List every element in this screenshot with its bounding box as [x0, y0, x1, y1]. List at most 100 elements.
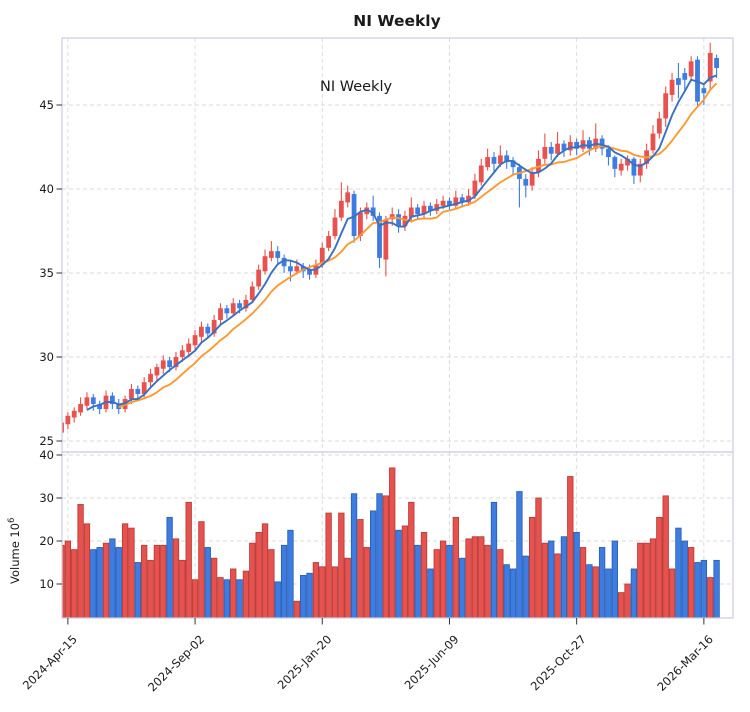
volume-bar — [102, 542, 110, 618]
candle-body — [256, 269, 262, 287]
volume-bar — [592, 566, 599, 618]
volume-axis-title-exponent: 6 — [7, 518, 17, 523]
volume-bar — [198, 521, 205, 618]
volume-bar — [535, 497, 542, 618]
volume-bar — [128, 527, 135, 618]
volume-tick-label: 10 — [39, 577, 54, 591]
date-tick-label: 2024-Apr-15 — [20, 632, 80, 692]
candle-body — [135, 388, 141, 394]
candle-body — [211, 320, 217, 334]
candle-body — [84, 397, 90, 406]
volume-bar — [344, 557, 351, 618]
volume-bar — [306, 572, 313, 618]
volume-bar — [280, 544, 288, 618]
volume-bar — [312, 562, 320, 618]
candle-body — [561, 143, 567, 151]
volume-bar — [147, 559, 154, 618]
candle-body — [485, 157, 491, 168]
candle-body — [510, 160, 516, 168]
volume-bar — [236, 579, 243, 618]
candle-body — [326, 236, 332, 248]
volume-bar — [395, 529, 402, 618]
candle-body — [78, 404, 83, 413]
candle-body — [332, 217, 338, 237]
volume-bar — [598, 547, 606, 618]
candle-body — [707, 52, 713, 82]
volume-bar — [573, 532, 580, 618]
volume-bar — [707, 577, 714, 618]
candle-body — [65, 415, 71, 425]
volume-bar — [439, 540, 447, 618]
volume-bar — [230, 568, 237, 618]
candle-body — [536, 158, 541, 173]
volume-bar — [77, 504, 84, 618]
volume-bar — [255, 532, 262, 618]
volume-bar — [509, 568, 517, 618]
candle-body — [453, 197, 459, 206]
date-tick-label: 2025-Oct-27 — [528, 632, 589, 693]
volume-bar — [191, 579, 199, 618]
volume-bar — [160, 544, 167, 618]
price-tick-label: 25 — [39, 434, 54, 448]
candle-body — [625, 158, 630, 166]
candle-body — [415, 207, 421, 215]
candle-body — [319, 247, 325, 265]
volume-bar — [293, 600, 300, 618]
candle-body — [141, 382, 147, 394]
candle-body — [555, 143, 560, 154]
candle-body — [370, 207, 376, 216]
gridlines — [62, 38, 733, 618]
volume-panel-frame — [61, 451, 734, 619]
candle-body — [523, 178, 529, 186]
volume-bar — [166, 516, 173, 618]
volume-bar — [350, 493, 358, 618]
candle-body — [599, 138, 605, 149]
price-tick-label: 30 — [39, 350, 54, 364]
volume-bar — [338, 512, 345, 618]
volume-bar — [319, 566, 326, 618]
candle-body — [224, 308, 230, 314]
volume-bar — [427, 568, 434, 618]
volume-bar — [528, 516, 536, 618]
date-tick-label: 2026-Mar-16 — [654, 632, 716, 694]
candle-body — [421, 205, 427, 215]
candle-body — [383, 219, 389, 260]
volume-bar — [357, 519, 364, 618]
candle-body — [472, 180, 478, 196]
candle-body — [682, 73, 688, 80]
volume-bar — [630, 568, 638, 618]
candle-body — [237, 303, 242, 309]
volume-bar — [541, 542, 549, 618]
ma-fast-line — [86, 74, 717, 411]
candle-body — [262, 256, 268, 272]
volume-bar — [700, 559, 708, 618]
volume-bar — [637, 542, 644, 618]
volume-bar — [210, 557, 218, 618]
volume-bar — [369, 510, 377, 618]
volume-bar — [223, 579, 231, 618]
volume-bar — [649, 538, 657, 618]
volume-bar — [376, 493, 383, 618]
candle-body — [497, 155, 503, 164]
volume-bar — [261, 523, 269, 618]
volume-bar — [713, 559, 720, 618]
candle-body — [567, 141, 573, 151]
candle-body — [192, 335, 198, 346]
volume-bar — [408, 501, 415, 618]
candle-body — [62, 422, 64, 433]
candle-body — [109, 395, 115, 405]
volume-bar — [363, 547, 370, 618]
price-tick-label: 45 — [39, 98, 54, 112]
volume-bar — [452, 516, 459, 618]
candle-body — [427, 205, 433, 211]
volume-bar — [471, 536, 479, 618]
volume-bar — [389, 467, 396, 618]
candle-body — [447, 200, 452, 206]
candle-body — [218, 308, 223, 321]
volume-bar — [172, 538, 180, 618]
candle-body — [612, 157, 618, 169]
volume-bar — [516, 491, 523, 618]
candle-body — [249, 286, 255, 300]
candle-body — [351, 194, 357, 237]
